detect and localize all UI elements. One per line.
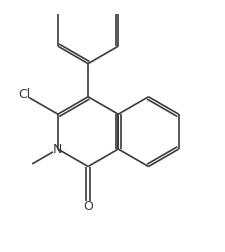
Text: O: O: [83, 201, 93, 213]
Text: Cl: Cl: [18, 88, 30, 101]
Text: N: N: [53, 143, 63, 155]
